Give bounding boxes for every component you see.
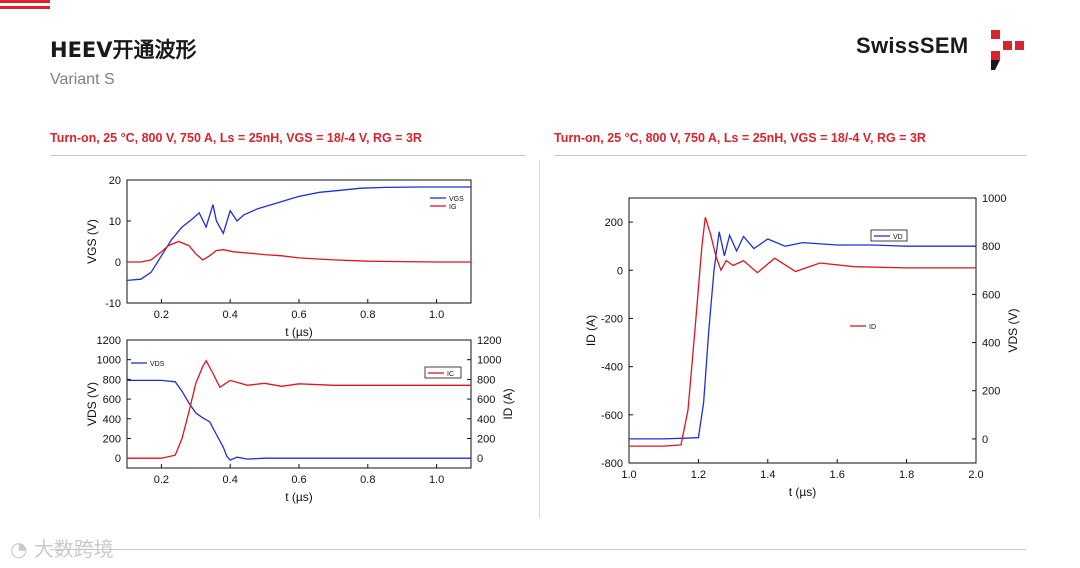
brand-logo-text: SwissSEM: [856, 33, 969, 58]
top-accent-bars: [0, 0, 50, 12]
vds-y2-tick-label: 1200: [477, 335, 501, 347]
vds-y2-tick-label: 400: [477, 414, 495, 426]
vds-y2-tick-label: 200: [477, 433, 495, 445]
vds-y2-axis-label: ID (A): [501, 388, 515, 419]
vds-ic-legend-label: IC: [447, 371, 454, 378]
gate-series-vgs: [127, 186, 471, 282]
watermark: ◔ 大数跨境: [10, 533, 114, 562]
vds-y2-tick-label: 0: [477, 453, 483, 465]
drain-y-tick-label: -400: [601, 362, 623, 374]
drain-y2-tick-label: 0: [982, 434, 988, 446]
gate-ig-legend-label: IG: [449, 204, 456, 211]
right-heading-rule: [554, 155, 1026, 156]
drain-y-tick-label: -200: [601, 313, 623, 325]
vds-x-axis-label: t (µs): [285, 490, 313, 504]
vds-x-tick-label: 0.8: [360, 474, 375, 486]
gate-x-axis-label: t (µs): [285, 325, 313, 339]
drain-series-vd: [629, 231, 976, 440]
vds-y2-tick-label: 800: [477, 374, 495, 386]
drain-y2-tick-label: 600: [982, 289, 1000, 301]
vds-x-tick-label: 1.0: [429, 474, 444, 486]
gate-vgs-legend-label: VGS: [449, 196, 464, 203]
drain-x-tick-label: 1.2: [691, 469, 706, 481]
drain-y2-tick-label: 800: [982, 241, 1000, 253]
drain-y2-tick-label: 200: [982, 386, 1000, 398]
vds-vds-legend-label: VDS: [150, 361, 165, 368]
swiss-cross-logo-icon: [991, 30, 1024, 70]
gate-x-tick-label: 0.2: [154, 309, 169, 321]
drain-x-tick-label: 1.0: [621, 469, 636, 481]
page-subtitle: Variant S: [50, 71, 115, 88]
vds-y-tick-label: 1000: [97, 355, 121, 367]
drain-x-tick-label: 1.8: [899, 469, 914, 481]
gate-y-tick-label: 20: [109, 175, 121, 187]
column-divider: [539, 160, 540, 518]
drain-series-id: [629, 217, 976, 447]
drain-y2-tick-label: 400: [982, 338, 1000, 350]
vds-y-tick-label: 0: [115, 453, 121, 465]
vds-y-tick-label: 1200: [97, 335, 121, 347]
vds-x-tick-label: 0.2: [154, 474, 169, 486]
vds-plot-frame: [126, 339, 472, 469]
vds-y-tick-label: 600: [103, 394, 121, 406]
watermark-logo-icon: ◔: [10, 537, 28, 561]
drain-y2-tick-label: 1000: [982, 193, 1006, 205]
watermark-text: 大数跨境: [33, 537, 114, 561]
gate-y-tick-label: -10: [105, 298, 121, 310]
vds-x-tick-label: 0.4: [223, 474, 238, 486]
gate-x-tick-label: 1.0: [429, 309, 444, 321]
drain-x-tick-label: 1.4: [760, 469, 775, 481]
drain-y-tick-label: -800: [601, 458, 623, 470]
right-chart-heading: Turn-on, 25 °C, 800 V, 750 A, Ls = 25nH,…: [554, 131, 926, 145]
vds-y-tick-label: 200: [103, 433, 121, 445]
drain-y-axis-label: ID (A): [584, 315, 598, 346]
gate-x-tick-label: 0.6: [291, 309, 306, 321]
gate-y-axis-label: VGS (V): [85, 219, 99, 264]
drain-y2-axis-label: VDS (V): [1006, 308, 1020, 352]
drain-id-legend-label: ID: [869, 324, 876, 331]
left-chart-heading: Turn-on, 25 °C, 800 V, 750 A, Ls = 25nH,…: [50, 131, 422, 145]
vds-y-axis-label: VDS (V): [85, 382, 99, 426]
left-heading-rule: [50, 155, 526, 156]
drain-vd-legend-label: VD: [893, 234, 903, 241]
page-title: HEEV开通波形: [50, 38, 197, 62]
vds-y-tick-label: 800: [103, 374, 121, 386]
footer-rule: [50, 549, 1026, 550]
gate-x-tick-label: 0.4: [223, 309, 238, 321]
drain-y-tick-label: 0: [617, 265, 623, 277]
vds-x-tick-label: 0.6: [291, 474, 306, 486]
vds-series-vds: [127, 379, 471, 461]
gate-x-tick-label: 0.8: [360, 309, 375, 321]
gate-series-ig: [127, 240, 471, 263]
drain-plot-frame: [628, 197, 977, 464]
vds-series-ic: [127, 359, 471, 459]
gate-y-tick-label: 0: [115, 257, 121, 269]
drain-y-tick-label: -600: [601, 410, 623, 422]
vds-y-tick-label: 400: [103, 414, 121, 426]
vds-y2-tick-label: 600: [477, 394, 495, 406]
drain-x-tick-label: 2.0: [968, 469, 983, 481]
drain-y-tick-label: 200: [605, 217, 623, 229]
drain-x-tick-label: 1.6: [830, 469, 845, 481]
drain-x-axis-label: t (µs): [789, 485, 817, 499]
vds-y2-tick-label: 1000: [477, 355, 501, 367]
gate-y-tick-label: 10: [109, 216, 121, 228]
